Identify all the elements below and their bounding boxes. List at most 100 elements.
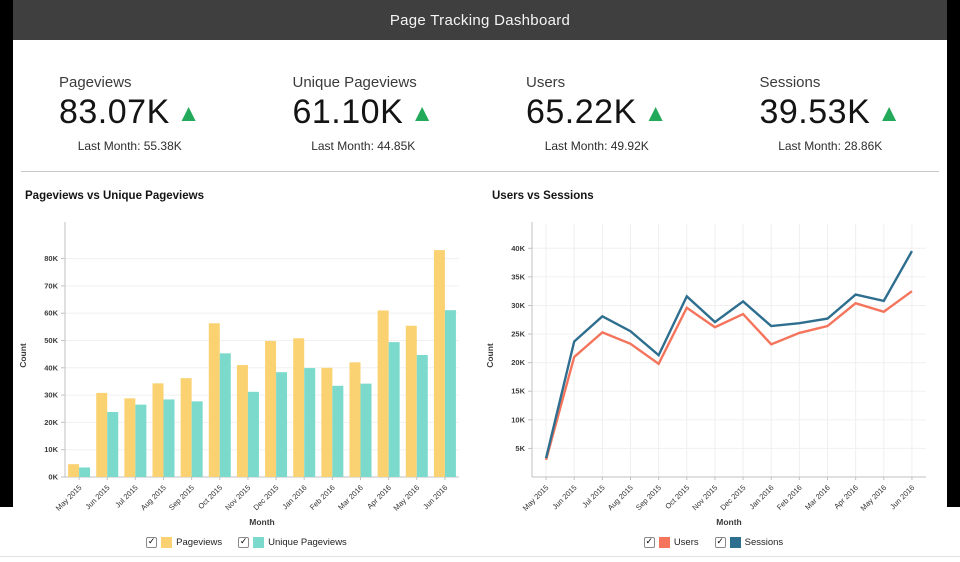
svg-text:30K: 30K [511, 301, 525, 310]
dashboard: Page Tracking Dashboard Pageviews 83.07K… [13, 0, 947, 550]
bar-unique-pageviews [360, 383, 372, 477]
svg-text:May 2015: May 2015 [54, 483, 84, 513]
bar-pageviews [293, 338, 305, 477]
svg-text:Count: Count [18, 343, 28, 368]
kpi-value: 65.22K [525, 93, 637, 131]
svg-text:Oct 2015: Oct 2015 [663, 483, 691, 511]
kpi-value-row: 39.53K ▲ [759, 93, 901, 132]
svg-text:May 2015: May 2015 [521, 483, 551, 513]
svg-text:20K: 20K [511, 358, 525, 367]
line-users [544, 290, 913, 461]
kpi-last-month: Last Month: 28.86K [778, 139, 883, 153]
checkbox-checked-icon[interactable] [643, 536, 655, 548]
svg-text:Jan 2016: Jan 2016 [280, 483, 308, 511]
svg-text:15K: 15K [511, 387, 525, 396]
chart-legend-pageviews: Pageviews Unique Pageviews [13, 534, 480, 550]
kpi-label: Unique Pageviews [292, 74, 417, 91]
legend-swatch-unique-pageviews [253, 536, 265, 548]
svg-text:Jun 2016: Jun 2016 [421, 483, 449, 511]
svg-text:20K: 20K [44, 418, 58, 427]
kpi-label: Users [525, 74, 566, 91]
bar-pageviews [180, 378, 192, 477]
svg-text:Count: Count [485, 343, 495, 368]
svg-text:Jul 2015: Jul 2015 [113, 483, 139, 509]
bar-pageviews [208, 323, 220, 477]
kpi-value: 39.53K [759, 93, 871, 131]
trend-up-icon: ▲ [643, 100, 668, 127]
svg-text:May 2016: May 2016 [859, 483, 889, 513]
kpi-last-month: Last Month: 44.85K [311, 139, 416, 153]
kpi-row: Pageviews 83.07K ▲ Last Month: 55.38K Uni… [13, 40, 947, 171]
legend-item-users[interactable]: Users [643, 536, 699, 548]
kpi-value-row: 65.22K ▲ [526, 93, 668, 132]
kpi-card-unique-pageviews: Unique Pageviews 61.10K ▲ Last Month: 44.… [292, 74, 434, 153]
legend-item-sessions[interactable]: Sessions [714, 536, 784, 548]
bar-pageviews [152, 383, 164, 477]
svg-text:Mar 2016: Mar 2016 [336, 483, 365, 512]
bar-pageviews [321, 367, 333, 477]
bar-unique-pageviews [135, 404, 147, 477]
svg-text:Jan 2016: Jan 2016 [747, 483, 775, 511]
page-frame-right [947, 0, 960, 507]
legend-item-pageviews[interactable]: Pageviews [146, 536, 223, 548]
bar-pageviews [349, 362, 361, 477]
svg-text:Oct 2015: Oct 2015 [196, 483, 224, 511]
svg-text:25K: 25K [511, 330, 525, 339]
page-frame-left [0, 0, 13, 507]
bar-unique-pageviews [304, 368, 316, 477]
legend-label-sessions: Sessions [744, 536, 784, 548]
kpi-value: 83.07K [58, 93, 170, 131]
svg-text:Jul 2015: Jul 2015 [580, 483, 606, 509]
svg-text:40K: 40K [511, 244, 525, 253]
bar-unique-pageviews [444, 310, 456, 477]
bar-unique-pageviews [276, 372, 288, 477]
kpi-card-sessions: Sessions 39.53K ▲ Last Month: 28.86K [759, 74, 901, 153]
svg-text:Dec 2015: Dec 2015 [718, 483, 747, 512]
chart-title-pageviews: Pageviews vs Unique Pageviews [25, 190, 204, 202]
bar-unique-pageviews [107, 412, 119, 477]
kpi-card-users: Users 65.22K ▲ Last Month: 49.92K [526, 74, 668, 153]
svg-text:Month: Month [249, 517, 275, 527]
bar-pageviews [96, 392, 108, 477]
kpi-last-month: Last Month: 55.38K [77, 139, 182, 153]
header: Page Tracking Dashboard [13, 0, 947, 40]
trend-up-icon: ▲ [176, 100, 201, 127]
bar-unique-pageviews [416, 354, 428, 477]
kpi-label: Pageviews [58, 74, 132, 91]
legend-item-unique-pageviews[interactable]: Unique Pageviews [238, 536, 347, 548]
svg-text:80K: 80K [44, 254, 58, 263]
line-sessions [544, 250, 913, 459]
bar-unique-pageviews [247, 391, 259, 477]
svg-text:50K: 50K [44, 336, 58, 345]
bar-unique-pageviews [191, 401, 203, 477]
checkbox-checked-icon[interactable] [146, 536, 158, 548]
bar-pageviews [68, 464, 80, 477]
svg-text:Jun 2015: Jun 2015 [550, 483, 578, 511]
svg-text:Nov 2015: Nov 2015 [223, 483, 252, 512]
svg-text:Aug 2015: Aug 2015 [139, 483, 168, 512]
svg-text:10K: 10K [511, 415, 525, 424]
svg-text:Jun 2016: Jun 2016 [888, 483, 916, 511]
svg-text:Month: Month [716, 517, 742, 527]
page-bottom-border [0, 556, 960, 557]
checkbox-checked-icon[interactable] [238, 536, 250, 548]
bar-unique-pageviews [219, 353, 231, 477]
svg-text:30K: 30K [44, 391, 58, 400]
bar-pageviews [377, 310, 389, 477]
svg-text:Apr 2016: Apr 2016 [365, 483, 393, 511]
kpi-card-pageviews: Pageviews 83.07K ▲ Last Month: 55.38K [59, 74, 201, 153]
checkbox-checked-icon[interactable] [714, 536, 726, 548]
bar-unique-pageviews [388, 342, 400, 477]
svg-text:Sep 2015: Sep 2015 [167, 483, 196, 512]
svg-text:Feb 2016: Feb 2016 [775, 483, 804, 512]
legend-label-pageviews: Pageviews [176, 536, 223, 548]
bar-unique-pageviews [332, 385, 344, 477]
bar-pageviews [405, 325, 417, 477]
svg-text:40K: 40K [44, 363, 58, 372]
svg-text:Dec 2015: Dec 2015 [251, 483, 280, 512]
svg-text:Apr 2016: Apr 2016 [832, 483, 860, 511]
svg-text:Jun 2015: Jun 2015 [83, 483, 111, 511]
bar-pageviews [236, 365, 248, 477]
